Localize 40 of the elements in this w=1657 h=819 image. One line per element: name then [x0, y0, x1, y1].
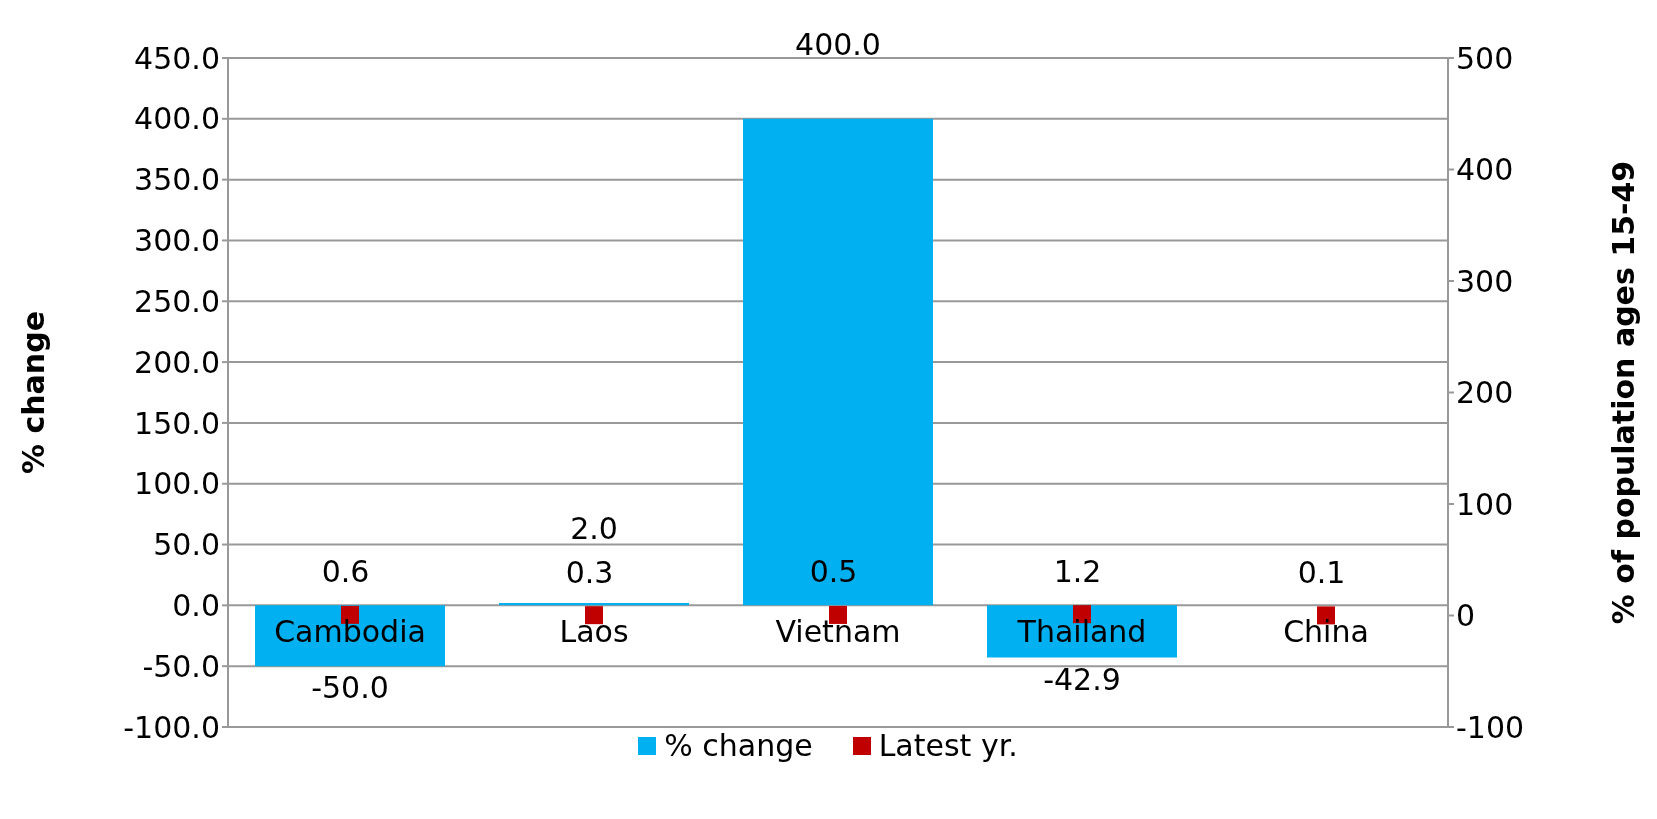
bar [255, 605, 445, 667]
x-tick-label: Vietnam [775, 614, 901, 649]
data-label: 400.0 [795, 26, 881, 62]
x-tick-label: China [1283, 614, 1369, 649]
y-tick-label: 50.0 [153, 527, 220, 563]
data-label: -50.0 [311, 670, 389, 706]
y-tick-label: 400.0 [134, 101, 220, 137]
y2-tick-label: 400 [1456, 152, 1514, 188]
y2-tick-label: -100 [1456, 709, 1525, 745]
y-tick-label: 300.0 [134, 223, 220, 259]
data-label: 0.6 [321, 554, 370, 590]
data-label: 0.5 [809, 554, 858, 590]
y2-tick-label: 100 [1456, 486, 1514, 522]
data-label: 0.1 [1297, 554, 1346, 590]
y2-tick-label: 0 [1456, 598, 1476, 634]
x-tick-label: Cambodia [274, 614, 426, 649]
x-tick-label: Thailand [1016, 614, 1147, 649]
bar [987, 605, 1177, 658]
data-label: 1.2 [1053, 553, 1102, 589]
legend-label: Latest yr. [877, 728, 1018, 763]
y-tick-label: 250.0 [134, 283, 220, 319]
y2-tick-label: 500 [1456, 40, 1514, 76]
x-tick-label: Laos [559, 614, 629, 649]
y-tick-label: -100.0 [123, 709, 220, 745]
y-tick-label: 0.0 [172, 588, 220, 624]
y2-tick-label: 300 [1456, 263, 1514, 299]
y-tick-label: -50.0 [142, 648, 220, 684]
y-tick-label: 350.0 [134, 162, 220, 198]
y-tick-label: 100.0 [134, 466, 220, 502]
data-label: 2.0 [570, 510, 618, 546]
y2-tick-label: 200 [1456, 375, 1514, 411]
bar [743, 118, 933, 606]
data-label: 0.3 [565, 554, 614, 590]
y-axis-title: % change [15, 310, 51, 475]
y-tick-label: 200.0 [134, 344, 220, 380]
legend-label: % change [663, 728, 813, 763]
data-label: -42.9 [1043, 661, 1121, 697]
y2-axis-title: % of population ages 15-49 [1605, 160, 1641, 625]
y-tick-label: 150.0 [134, 405, 220, 441]
y-tick-label: 450.0 [134, 40, 220, 76]
